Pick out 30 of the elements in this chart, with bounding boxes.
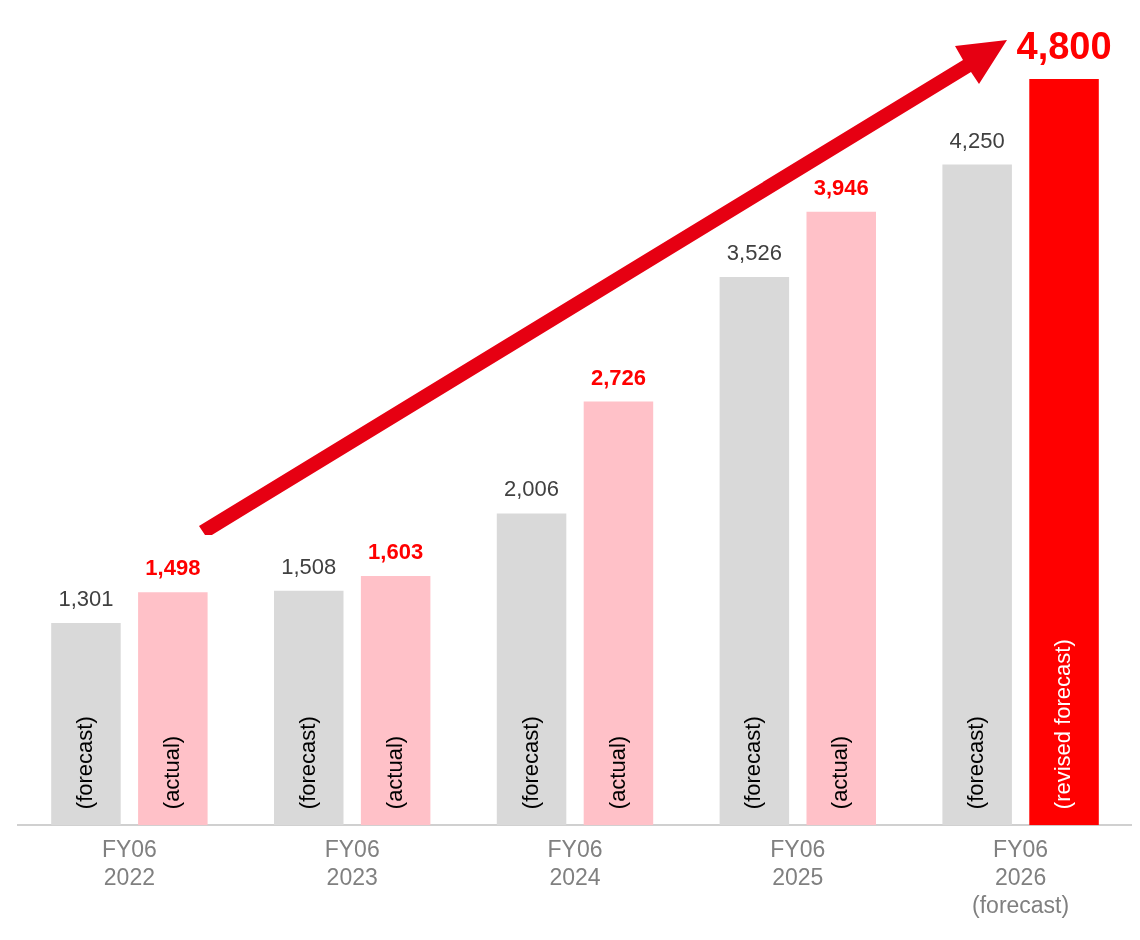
text: (forecast) bbox=[517, 716, 543, 810]
data-label: 3,946 bbox=[813, 174, 869, 200]
bar bbox=[1029, 79, 1099, 826]
x-tick-label: FY06 2022 bbox=[101, 836, 157, 890]
data-label: 4,250 bbox=[949, 127, 1005, 153]
x-tick-label: FY06 2025 bbox=[770, 836, 826, 890]
text: (actual) bbox=[381, 735, 407, 810]
series-label: (revised forecast) bbox=[1050, 639, 1076, 810]
text: (actual) bbox=[827, 735, 853, 810]
bar bbox=[138, 592, 208, 826]
data-label: 1,508 bbox=[281, 553, 337, 579]
x-tick-label: FY06 2026 (forecast) bbox=[972, 836, 1070, 918]
data-label: 1,301 bbox=[58, 586, 114, 612]
text: (forecast) bbox=[963, 716, 989, 810]
data-label: 1,603 bbox=[368, 539, 424, 565]
bar bbox=[583, 401, 654, 826]
data-label: 2,006 bbox=[504, 476, 560, 502]
bar bbox=[806, 211, 876, 826]
data-label: 1,498 bbox=[145, 555, 201, 581]
text: (forecast) bbox=[740, 716, 766, 810]
data-label: 3,526 bbox=[726, 240, 782, 266]
text: (forecast) bbox=[294, 716, 320, 810]
series-label: (actual) bbox=[158, 735, 184, 810]
x-tick-label: FY06 2024 bbox=[547, 836, 603, 890]
x-tick-label: FY06 2023 bbox=[324, 836, 380, 890]
text: (actual) bbox=[604, 735, 630, 810]
series-label: (forecast) bbox=[72, 716, 98, 810]
data-label: 2,726 bbox=[590, 364, 646, 390]
data-label: 4,800 bbox=[1016, 24, 1112, 67]
bar bbox=[360, 576, 431, 826]
